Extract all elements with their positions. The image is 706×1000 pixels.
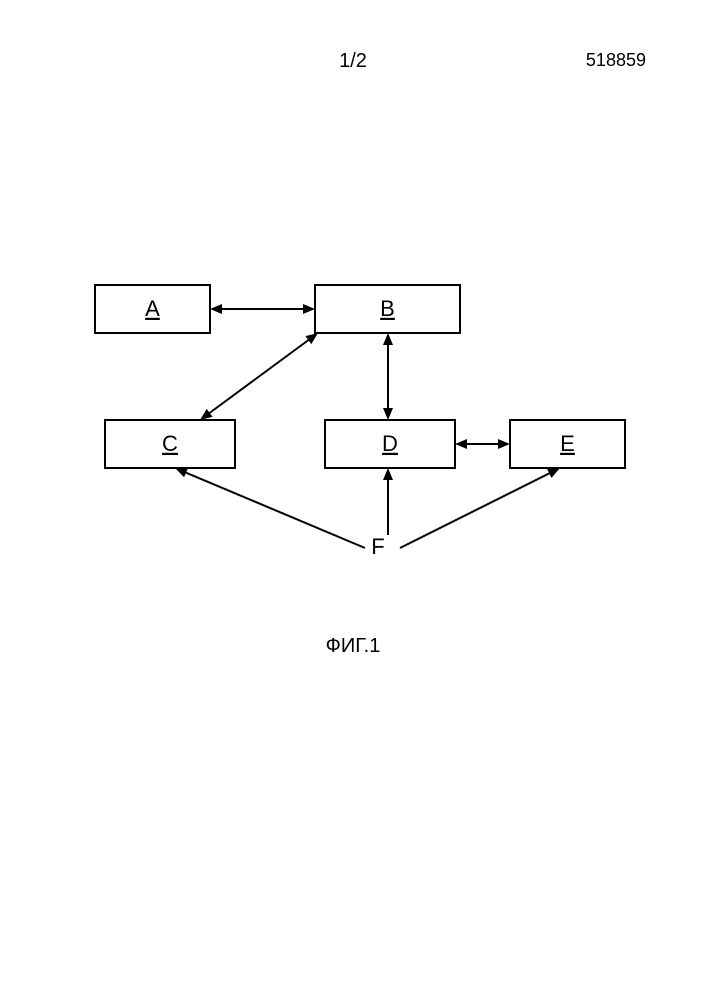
node-D: D bbox=[325, 420, 455, 468]
svg-text:B: B bbox=[380, 296, 395, 321]
edge-B-D bbox=[383, 333, 393, 420]
edge-D-E bbox=[455, 439, 510, 449]
node-F: F bbox=[371, 534, 384, 559]
svg-text:D: D bbox=[382, 431, 398, 456]
figure-caption: ФИГ.1 bbox=[0, 635, 706, 658]
edge-F-C bbox=[175, 468, 365, 548]
page: 1/2 518859 ABCDEF ФИГ.1 bbox=[0, 0, 706, 1000]
node-A: A bbox=[95, 285, 210, 333]
node-E: E bbox=[510, 420, 625, 468]
edge-F-E bbox=[400, 468, 560, 548]
edge-F-D bbox=[383, 468, 393, 535]
svg-text:F: F bbox=[371, 534, 384, 559]
svg-text:A: A bbox=[145, 296, 160, 321]
diagram: A B C D E F bbox=[0, 0, 706, 1000]
svg-text:E: E bbox=[560, 431, 575, 456]
node-C: C bbox=[105, 420, 235, 468]
svg-text:C: C bbox=[162, 431, 178, 456]
node-B: B bbox=[315, 285, 460, 333]
edge-B-C bbox=[200, 333, 318, 420]
edge-A-B bbox=[210, 304, 315, 314]
